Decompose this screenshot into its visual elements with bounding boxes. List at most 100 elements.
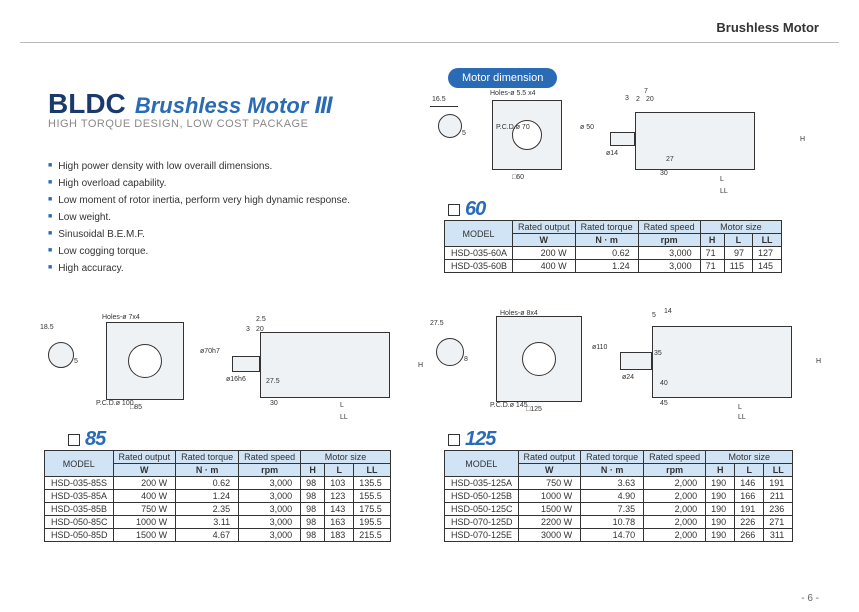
dim-label: 5: [74, 358, 78, 365]
dim-label: 7: [644, 88, 648, 95]
table-cell: 0.62: [176, 477, 239, 490]
table-cell: 191: [764, 477, 793, 490]
dim-label: H: [816, 358, 821, 365]
table-cell: 311: [764, 529, 793, 542]
table-cell: 115: [724, 260, 752, 273]
dim-label: 3: [246, 326, 250, 333]
diagram-body-shaft: [232, 356, 260, 372]
dim-label: 20: [646, 96, 654, 103]
feature-list: High power density with low overaill dim…: [48, 158, 350, 277]
th-torque: Rated torque: [176, 451, 239, 464]
table-cell: 2.35: [176, 503, 239, 516]
table-cell: 211: [764, 490, 793, 503]
diagram-body: [260, 332, 390, 398]
dim-label: 30: [270, 400, 278, 407]
th-ll: LL: [764, 464, 793, 477]
dim-label: ø70h7: [200, 348, 220, 355]
feature-item: Low weight.: [48, 209, 350, 226]
table-cell: 271: [764, 516, 793, 529]
dim-label: Holes-ø 5.5 x4: [490, 90, 536, 97]
dim-label: L: [720, 176, 724, 183]
page-category: Brushless Motor: [716, 20, 819, 35]
checkbox-icon: [448, 204, 460, 216]
dim-label: 18.5: [40, 324, 54, 331]
table-cell: HSD-070-125D: [445, 516, 519, 529]
series-number: 60: [465, 198, 485, 221]
th-size: Motor size: [301, 451, 391, 464]
table-cell: 10.78: [581, 516, 644, 529]
table-cell: 400 W: [513, 260, 576, 273]
table-cell: 4.90: [581, 490, 644, 503]
table-cell: 190: [706, 529, 735, 542]
table-cell: 143: [325, 503, 354, 516]
table-cell: 71: [700, 247, 724, 260]
title-subtitle: HIGH TORQUE DESIGN, LOW COST PACKAGE: [48, 118, 332, 130]
th-size: Motor size: [700, 221, 781, 234]
diagram-body: [652, 326, 792, 398]
dimension-pill-wrap: Motor dimension: [448, 68, 557, 88]
th-torque: Rated torque: [581, 451, 644, 464]
table-cell: 3,000: [638, 260, 700, 273]
dim-label: LL: [738, 414, 746, 421]
diagram-shaft-flange: [438, 114, 462, 138]
dim-label: P.C.D.ø 70: [496, 124, 530, 131]
dim-label: 3: [625, 95, 629, 102]
th-nm: N · m: [176, 464, 239, 477]
table-cell: 1500 W: [113, 529, 176, 542]
table-cell: 190: [706, 503, 735, 516]
checkbox-icon: [68, 434, 80, 446]
table-row: HSD-050-85D1500 W4.673,00098183215.5: [45, 529, 391, 542]
dim-label: P.C.D.ø 145: [490, 402, 528, 409]
table-row: HSD-035-60A200 W0.623,0007197127: [445, 247, 782, 260]
table-cell: 215.5: [354, 529, 391, 542]
table-cell: 3,000: [239, 529, 301, 542]
feature-item: High overload capability.: [48, 175, 350, 192]
dim-label: 27.5: [266, 378, 280, 385]
table-cell: 2,000: [644, 490, 706, 503]
series-60-table: MODEL Rated output Rated torque Rated sp…: [444, 220, 782, 273]
table-cell: 266: [735, 529, 764, 542]
table-cell: 236: [764, 503, 793, 516]
table-cell: HSD-050-125C: [445, 503, 519, 516]
th-model: MODEL: [445, 221, 513, 247]
dim-label: 27: [666, 156, 674, 163]
table-cell: HSD-070-125E: [445, 529, 519, 542]
table-row: HSD-035-85A400 W1.243,00098123155.5: [45, 490, 391, 503]
table-cell: HSD-050-85D: [45, 529, 114, 542]
th-l: L: [724, 234, 752, 247]
table-cell: 190: [706, 516, 735, 529]
title-main: Brushless Motor: [135, 93, 309, 119]
table-cell: HSD-035-85B: [45, 503, 114, 516]
table-cell: 3000 W: [518, 529, 581, 542]
title-prefix: BLDC: [48, 88, 126, 120]
table-cell: 103: [325, 477, 354, 490]
table-cell: 166: [735, 490, 764, 503]
table-cell: 1000 W: [113, 516, 176, 529]
th-rpm: rpm: [644, 464, 706, 477]
table-cell: 2,000: [644, 529, 706, 542]
table-cell: 3,000: [638, 247, 700, 260]
table-row: HSD-035-85S200 W0.623,00098103135.5: [45, 477, 391, 490]
dim-label: L: [340, 402, 344, 409]
th-model: MODEL: [45, 451, 114, 477]
th-h: H: [700, 234, 724, 247]
table-row: HSD-050-85C1000 W3.113,00098163195.5: [45, 516, 391, 529]
table-cell: HSD-035-60B: [445, 260, 513, 273]
table-cell: 135.5: [354, 477, 391, 490]
dim-label: 16.5: [432, 96, 446, 103]
series-60-badge: 60: [448, 198, 485, 221]
table-row: HSD-035-60B400 W1.243,00071115145: [445, 260, 782, 273]
table-row: HSD-050-125C1500 W7.352,000190191236: [445, 503, 793, 516]
table-cell: HSD-035-85A: [45, 490, 114, 503]
th-w: W: [518, 464, 581, 477]
table-cell: 3,000: [239, 477, 301, 490]
th-rpm: rpm: [638, 234, 700, 247]
table-cell: 155.5: [354, 490, 391, 503]
series-125-badge: 125: [448, 428, 495, 451]
dim-label: 45: [660, 400, 668, 407]
table-cell: 98: [301, 490, 325, 503]
table-cell: 200 W: [513, 247, 576, 260]
dim-label: H: [800, 136, 805, 143]
dimension-pill: Motor dimension: [448, 68, 557, 88]
dim-line: [430, 106, 458, 107]
